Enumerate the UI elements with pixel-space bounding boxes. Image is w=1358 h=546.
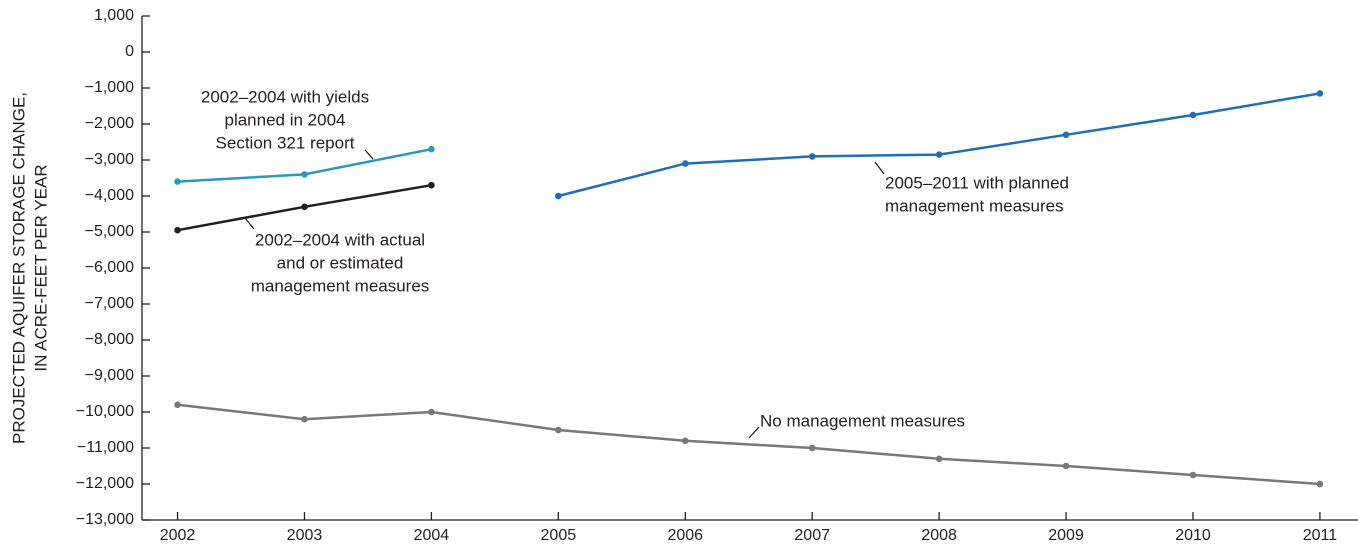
series-line: [177, 403, 1321, 486]
data-point: [301, 415, 308, 423]
y-axis-label: IN ACRE-FEET PER YEAR: [31, 164, 50, 371]
annotation: 2005–2011 with planned: [885, 173, 1069, 192]
y-tick-label: −11,000: [77, 439, 134, 456]
data-point: [1189, 471, 1197, 479]
y-tick-label: −7,000: [85, 295, 134, 312]
data-point: [1062, 131, 1070, 139]
data-point: [1189, 111, 1197, 119]
x-tick-label: 2003: [287, 527, 323, 544]
y-tick-label: −3,000: [85, 151, 134, 168]
data-point: [681, 160, 689, 167]
data-point: [935, 455, 943, 463]
data-point: [428, 408, 435, 416]
data-point: [808, 444, 816, 452]
data-point: [1316, 90, 1324, 97]
leader-line: [364, 149, 374, 160]
data-point: [681, 437, 689, 445]
data-point: [174, 226, 181, 234]
y-tick-label: −1,000: [85, 79, 134, 96]
data-point: [1062, 462, 1070, 470]
y-tick-label: −9,000: [85, 367, 134, 384]
leader-line: [748, 426, 760, 439]
x-tick-label: 2002: [160, 527, 196, 544]
leader-line: [244, 217, 255, 230]
y-tick-label: 1,000: [94, 7, 134, 24]
x-tick-label: 2007: [794, 527, 830, 544]
y-tick-label: −5,000: [85, 223, 134, 240]
y-tick-label: −8,000: [85, 331, 134, 348]
y-tick-label: −12,000: [76, 475, 134, 492]
annotation: management measures: [885, 196, 1064, 215]
data-point: [808, 153, 816, 160]
x-tick-label: 2005: [541, 527, 577, 544]
data-point: [935, 151, 943, 158]
data-point: [1316, 480, 1324, 488]
annotation: No management measures: [760, 411, 965, 430]
y-axis-label: PROJECTED AQUIFER STORAGE CHANGE,: [9, 92, 28, 444]
y-tick-label: −6,000: [85, 259, 134, 276]
data-point: [428, 181, 435, 189]
data-point: [555, 192, 562, 200]
x-tick-label: 2009: [1048, 527, 1084, 544]
data-point: [301, 171, 308, 178]
data-point: [174, 401, 181, 409]
x-tick-label: 2008: [921, 527, 957, 544]
y-tick-label: 0: [125, 43, 134, 60]
data-point: [301, 203, 308, 211]
y-tick-label: −2,000: [85, 115, 134, 132]
data-point: [174, 178, 181, 185]
annotation: 2002–2004 with yields: [201, 87, 369, 106]
data-point: [428, 145, 435, 153]
annotation: planned in 2004: [224, 110, 345, 129]
y-tick-label: −4,000: [85, 187, 134, 204]
annotation: 2002–2004 with actual: [255, 230, 425, 249]
annotation: management measures: [251, 276, 430, 295]
x-tick-label: 2010: [1175, 527, 1211, 544]
y-tick-label: −10,000: [76, 403, 134, 420]
x-tick-label: 2004: [414, 527, 450, 544]
annotation: Section 321 report: [216, 133, 355, 152]
x-tick-label: 2006: [667, 527, 703, 544]
data-point: [555, 426, 562, 434]
leader-line: [874, 161, 885, 175]
annotation: and or estimated: [277, 253, 404, 272]
x-tick-label: 2011: [1303, 527, 1338, 544]
y-tick-label: −13,000: [76, 511, 134, 528]
